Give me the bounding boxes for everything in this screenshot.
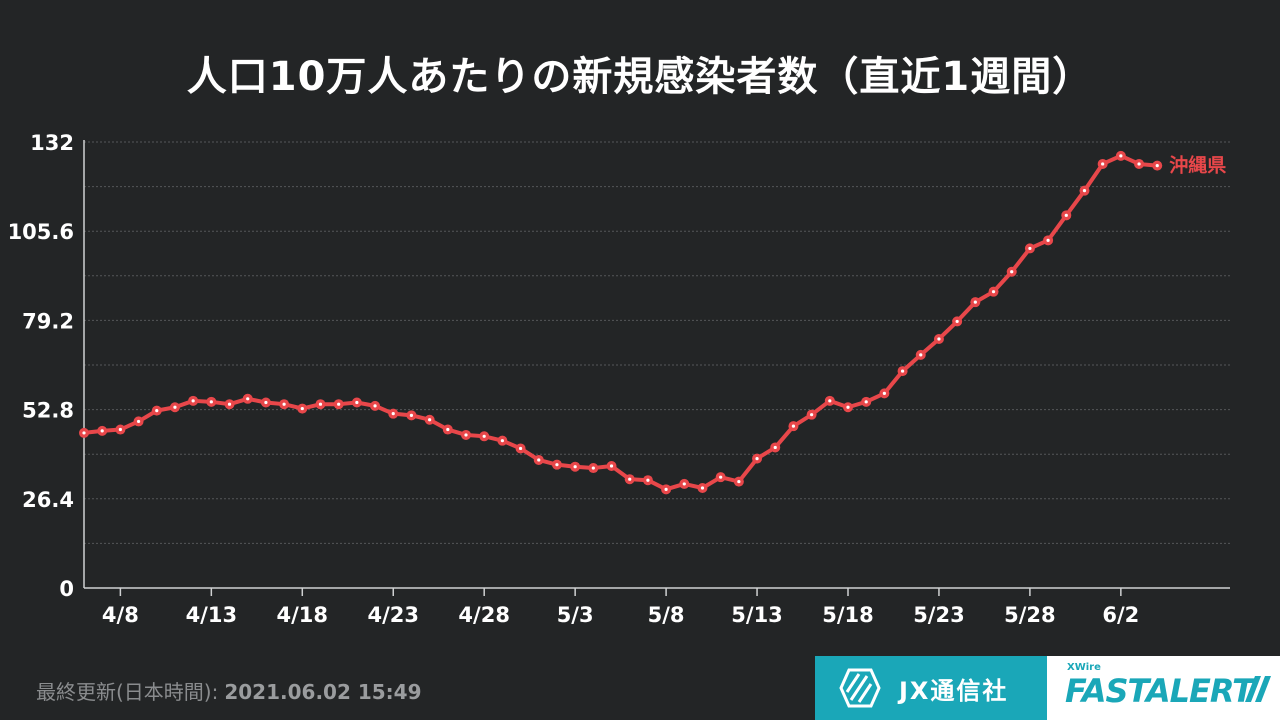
data-point-center <box>136 419 141 424</box>
data-point-center <box>1082 189 1087 193</box>
data-point-center <box>1119 154 1123 158</box>
jx-logo: JX通信社 <box>815 656 1047 720</box>
x-tick-label: 4/23 <box>367 603 419 627</box>
fastalert-logo-text: FASTALERT <box>1065 672 1254 710</box>
data-point-center <box>1137 162 1141 166</box>
data-point-center <box>464 433 468 437</box>
y-tick-label: 0 <box>59 577 74 601</box>
data-point-center <box>482 434 486 438</box>
chart-area: 0 26.4 52.8 79.2 105.6 132 4/8 4/13 4/18 4/23 4/2… <box>8 131 1230 627</box>
data-point-center <box>500 439 504 443</box>
data-point-center <box>1010 270 1014 274</box>
data-point-center <box>791 424 796 428</box>
data-point-center <box>537 458 541 462</box>
data-point-center <box>1046 238 1050 242</box>
x-tick-label: 5/23 <box>913 603 965 627</box>
data-point-center <box>428 418 432 422</box>
y-tick-label: 132 <box>30 131 74 155</box>
axes <box>83 140 1230 596</box>
data-point-center <box>373 404 377 408</box>
fastalert-logo: XWire FASTALERT <box>1047 656 1280 720</box>
data-point-center <box>100 429 104 433</box>
last-updated: 最終更新(日本時間): 2021.06.02 15:49 <box>36 676 422 705</box>
y-tick-label: 26.4 <box>22 488 74 512</box>
x-tick-label: 4/28 <box>458 603 510 627</box>
data-point-center <box>555 463 559 467</box>
data-point-center <box>155 409 159 413</box>
series-label: 沖縄県 <box>1169 154 1226 177</box>
data-point-center <box>900 369 905 373</box>
x-tick-label: 5/18 <box>822 603 874 627</box>
data-point-center <box>191 399 195 403</box>
x-tick-label: 4/8 <box>102 603 139 627</box>
x-tick-label: 5/8 <box>648 603 685 627</box>
data-point-center <box>573 465 577 469</box>
data-point-center <box>737 479 741 484</box>
data-point-center <box>846 405 850 409</box>
chart-title: 人口10万人あたりの新規感染者数（直近1週間） <box>186 54 1094 100</box>
x-tick-label: 5/3 <box>557 603 594 627</box>
data-point-center <box>318 402 323 406</box>
data-point-center <box>682 482 686 486</box>
data-point-center <box>719 475 723 479</box>
jx-logo-mark-icon <box>839 668 881 708</box>
series-line <box>83 153 1158 492</box>
data-point-center <box>173 405 177 409</box>
last-updated-label: 最終更新(日本時間): <box>36 680 219 704</box>
data-point-center <box>991 290 996 294</box>
data-point-center <box>664 487 668 491</box>
x-tick-label: 4/13 <box>186 603 238 627</box>
data-point-center <box>864 400 868 404</box>
data-point-center <box>700 486 705 490</box>
x-tick-label: 4/18 <box>277 603 329 627</box>
data-point-center <box>828 399 832 403</box>
data-point-center <box>209 400 213 404</box>
data-point-center <box>937 337 941 341</box>
y-tick-label: 79.2 <box>22 309 74 333</box>
data-point-center <box>1064 213 1068 217</box>
x-tick-label: 6/2 <box>1102 603 1139 627</box>
fastalert-mark-icon <box>1245 676 1271 702</box>
series-points <box>79 150 1163 495</box>
data-point-center <box>882 391 886 395</box>
data-point-center <box>609 464 614 468</box>
data-point-center <box>264 400 268 405</box>
jx-logo-text: JX通信社 <box>899 676 1009 705</box>
data-point-center <box>282 402 286 406</box>
x-tick-label: 5/28 <box>1004 603 1056 627</box>
data-point-center <box>446 427 450 432</box>
xwire-text: XWire <box>1067 662 1101 673</box>
x-tick-labels: 4/8 4/13 4/18 4/23 4/28 5/3 5/8 5/13 5/18 5/23 5/2… <box>102 603 1139 627</box>
y-tick-labels: 0 26.4 52.8 79.2 105.6 132 <box>8 131 74 601</box>
series-lines <box>83 153 1158 492</box>
data-point-center <box>773 445 777 450</box>
data-point-center <box>246 397 250 401</box>
data-point-center <box>1155 164 1159 168</box>
data-point-center <box>82 431 86 435</box>
data-point-center <box>227 402 232 406</box>
data-point-center <box>810 413 814 417</box>
data-point-center <box>973 300 977 304</box>
data-point-center <box>628 477 632 481</box>
data-point-center <box>591 466 595 470</box>
data-point-center <box>955 319 959 324</box>
grid-lines <box>84 141 1230 544</box>
data-point-center <box>1101 162 1105 166</box>
series-labels: 沖縄県 <box>1169 154 1226 177</box>
data-point-center <box>391 412 395 416</box>
data-point-center <box>646 478 650 482</box>
data-point-center <box>118 427 122 432</box>
data-point-center <box>300 406 304 411</box>
data-point-center <box>355 400 359 405</box>
y-tick-label: 105.6 <box>8 220 74 244</box>
data-point-center <box>518 446 523 451</box>
data-point-center <box>1028 246 1032 251</box>
x-tick-label: 5/13 <box>731 603 783 627</box>
last-updated-time: 2021.06.02 15:49 <box>224 680 422 704</box>
data-point-center <box>337 402 341 406</box>
data-point-center <box>919 353 923 357</box>
y-tick-label: 52.8 <box>22 399 74 423</box>
data-point-center <box>755 456 759 461</box>
data-point-center <box>409 413 414 417</box>
